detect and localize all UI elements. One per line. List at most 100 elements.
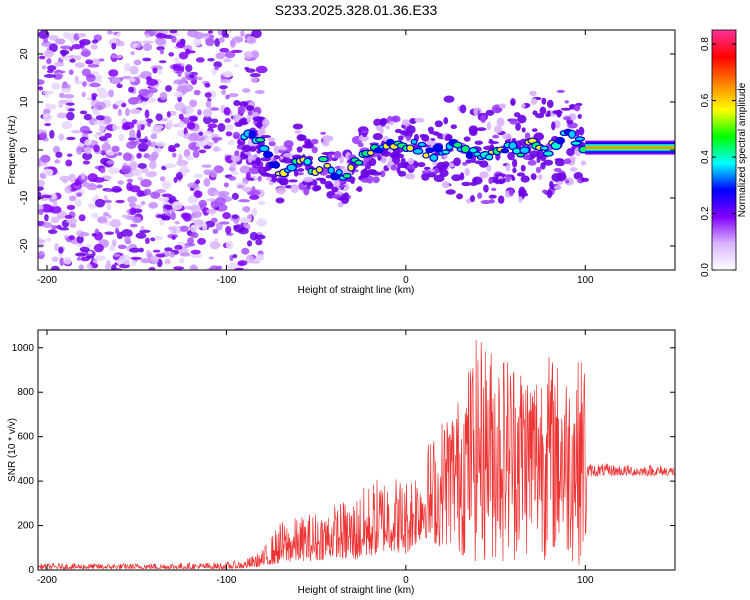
spectrogram-noise-speckle xyxy=(242,88,251,93)
spectrogram-noise-speckle xyxy=(207,57,215,62)
spectrogram-noise-speckle xyxy=(172,152,177,158)
spectrogram-speckle xyxy=(304,138,312,147)
spectrogram-noise-speckle xyxy=(41,41,52,47)
spectrogram-noise-speckle xyxy=(215,52,226,60)
spectrogram-speckle xyxy=(296,146,303,153)
spectrogram-speckle xyxy=(385,125,390,130)
spectrogram-noise-speckle xyxy=(41,194,53,199)
snr-y-ticks: 0 200 400 600 800 1000 xyxy=(12,343,675,576)
spectrogram-noise-speckle xyxy=(124,107,130,117)
spectrogram-noise-speckle xyxy=(140,178,152,188)
spectrogram-noise-speckle xyxy=(81,68,91,77)
spectrogram-noise-speckle xyxy=(222,70,233,78)
spectrogram-speckle xyxy=(246,105,255,112)
spectrogram-noise-speckle xyxy=(161,193,173,198)
spectrogram-ridge-blob xyxy=(347,163,355,172)
spectrogram-noise-speckle xyxy=(242,186,252,193)
spectrogram-speckle xyxy=(539,106,547,115)
spectrogram-noise-speckle xyxy=(130,161,138,170)
spectrogram-noise-speckle xyxy=(159,91,168,101)
spectrogram-noise-speckle xyxy=(240,30,245,38)
spectrogram-speckle xyxy=(549,180,554,190)
spectrogram-noise-speckle xyxy=(56,224,62,230)
spectrogram-noise-speckle xyxy=(62,178,68,184)
spectrogram-noise-speckle xyxy=(145,33,150,38)
spectrogram-speckle xyxy=(247,110,253,116)
spectrogram-speckle xyxy=(443,117,449,125)
spectrogram-speckle xyxy=(262,118,270,128)
spectrogram-noise-speckle xyxy=(90,71,100,76)
spectrogram-noise-speckle xyxy=(168,226,174,230)
spectrogram-noise-speckle xyxy=(152,67,158,74)
spectrogram-speckle xyxy=(488,138,494,143)
spectrogram-noise-speckle xyxy=(78,264,85,270)
spectrogram-noise-speckle xyxy=(152,249,161,253)
spectrogram-speckle xyxy=(375,124,384,132)
spectrogram-noise-speckle xyxy=(63,256,72,265)
spectrogram-ridge-blob xyxy=(315,166,324,174)
spectrogram-x-tick-label: 100 xyxy=(577,275,594,286)
spectrogram-speckle xyxy=(402,119,410,126)
spectrogram-speckle xyxy=(246,114,252,123)
spectrogram-noise-speckle xyxy=(93,133,100,138)
spectrogram-speckle xyxy=(380,170,386,178)
spectrogram-noise-speckle xyxy=(122,121,135,130)
spectrogram-speckle xyxy=(327,152,332,162)
spectrogram-noise-speckle xyxy=(223,106,231,116)
spectrogram-noise-speckle xyxy=(65,159,73,167)
spectrogram-speckle xyxy=(372,133,383,141)
snr-y-label: SNR (10 * v/v) xyxy=(7,418,18,482)
spectrogram-noise-speckle xyxy=(121,229,133,238)
spectrogram-ridge-blob xyxy=(327,166,335,175)
spectrogram-noise-speckle xyxy=(215,221,223,231)
spectrogram-speckle xyxy=(546,189,553,199)
spectrogram-noise-speckle xyxy=(225,240,234,250)
spectrogram-noise-speckle xyxy=(173,57,180,63)
spectrogram-noise-speckle xyxy=(189,264,198,270)
spectrogram-noise-speckle xyxy=(159,60,167,64)
spectrogram-noise-speckle xyxy=(122,152,133,162)
spectrogram-noise-speckle xyxy=(218,36,225,43)
spectrogram-ridge-blob xyxy=(516,152,525,158)
spectrogram-speckle xyxy=(443,95,455,103)
spectrogram-noise-speckle xyxy=(209,169,218,178)
spectrogram-noise-speckle xyxy=(49,43,58,53)
spectrogram-noise-speckle xyxy=(98,58,105,62)
spectrogram-noise-speckle xyxy=(201,164,212,168)
spectrogram-noise-speckle xyxy=(124,235,131,244)
spectrogram-noise-speckle xyxy=(78,232,90,237)
snr-y-tick-label: 400 xyxy=(17,476,34,487)
spectrogram-speckle xyxy=(564,100,569,104)
spectrogram-noise-speckle xyxy=(209,240,221,250)
spectrogram-noise-speckle xyxy=(91,95,97,101)
spectrogram-noise-speckle xyxy=(145,76,152,82)
spectrogram-noise-speckle xyxy=(203,130,213,135)
spectrogram-speckle xyxy=(459,104,467,114)
spectrogram-y-tick-label: -10 xyxy=(19,190,30,205)
snr-x-ticks: -200 -100 0 100 xyxy=(37,330,594,586)
spectrogram-noise-speckle xyxy=(159,48,165,55)
spectrogram-ridge-blob xyxy=(429,153,439,162)
spectrogram-speckle xyxy=(497,178,504,185)
spectrogram-speckle xyxy=(278,177,289,186)
spectrogram-noise-speckle xyxy=(182,172,187,177)
snr-y-tick-label: 600 xyxy=(17,432,34,443)
spectrogram-noise-speckle xyxy=(212,228,219,234)
spectrogram-noise-speckle xyxy=(58,133,65,141)
spectrogram-speckle xyxy=(456,193,463,200)
spectrogram-noise-speckle xyxy=(52,145,61,154)
spectrogram-ridge-blob xyxy=(432,143,443,153)
spectrogram-noise-speckle xyxy=(121,102,127,108)
spectrogram-speckle xyxy=(556,89,565,93)
spectrogram-noise-speckle xyxy=(185,155,194,161)
spectrogram-noise-speckle xyxy=(129,108,142,115)
spectrogram-speckle xyxy=(520,103,526,109)
spectrogram-noise-speckle xyxy=(164,163,177,169)
snr-x-tick-label: -200 xyxy=(37,575,57,586)
spectrogram-noise-speckle xyxy=(215,203,228,212)
spectrogram-noise-speckle xyxy=(131,119,138,125)
spectrogram-speckle xyxy=(364,171,370,177)
spectrogram-noise-speckle xyxy=(157,68,163,75)
spectrogram-noise-speckle xyxy=(170,35,177,43)
spectrogram-speckle xyxy=(339,165,346,170)
